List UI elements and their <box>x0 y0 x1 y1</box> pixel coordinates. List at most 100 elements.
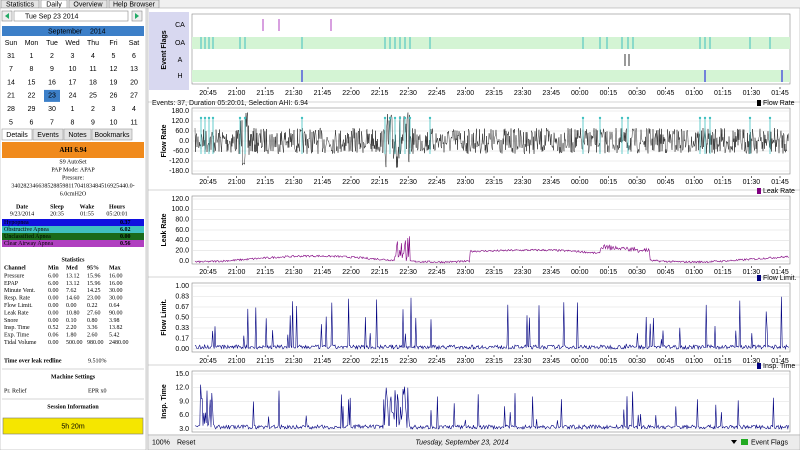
day[interactable]: 21 <box>7 93 15 100</box>
day[interactable]: 1 <box>30 53 34 60</box>
day[interactable]: 3 <box>71 53 75 60</box>
table-cell: Pressure <box>4 273 25 279</box>
day[interactable]: 6 <box>132 53 136 60</box>
day[interactable]: 30 <box>48 106 56 113</box>
event-dot <box>393 116 397 120</box>
day[interactable]: 27 <box>130 93 138 100</box>
day[interactable]: 7 <box>9 66 13 73</box>
day[interactable]: 2 <box>50 53 54 60</box>
day[interactable]: 18 <box>89 79 97 86</box>
table-cell: 16.00 <box>109 273 123 279</box>
day[interactable]: 15 <box>28 79 36 86</box>
table-cell: 15.96 <box>87 281 101 287</box>
time-label: 22:15 <box>371 179 389 186</box>
legend-swatch <box>757 363 761 369</box>
day[interactable]: 2 <box>91 106 95 113</box>
day[interactable]: 22 <box>28 93 36 100</box>
tab-label[interactable]: Statistics <box>6 1 35 8</box>
day[interactable]: 24 <box>69 93 77 100</box>
day[interactable]: 8 <box>30 66 34 73</box>
event-dot <box>403 116 407 120</box>
y-tick-label: 20.0 <box>175 248 189 255</box>
time-label: 21:45 <box>314 358 332 365</box>
day[interactable]: 11 <box>130 119 137 126</box>
table-cell: 9/23/2014 <box>10 211 34 217</box>
reset-button[interactable]: Reset <box>177 439 195 446</box>
date-box[interactable] <box>13 10 129 22</box>
graph-label: Event Flags <box>161 30 168 69</box>
tab-label[interactable]: Overview <box>73 1 103 8</box>
arrow <box>135 13 139 19</box>
detail-tab[interactable] <box>32 128 64 141</box>
table-header: Med <box>66 265 78 271</box>
day[interactable]: 1 <box>71 106 75 113</box>
day[interactable]: 29 <box>28 106 36 113</box>
event-dot <box>207 116 211 120</box>
setting-cell: EPR x0 <box>88 388 107 394</box>
day[interactable]: 11 <box>89 66 96 73</box>
day[interactable]: 14 <box>7 79 15 86</box>
table-cell: 20:35 <box>50 211 64 217</box>
day[interactable]: 12 <box>110 66 118 73</box>
legend-swatch <box>757 275 761 281</box>
table-cell: 30.00 <box>109 288 123 294</box>
day[interactable]: 4 <box>91 53 95 60</box>
day[interactable]: 31 <box>7 53 15 60</box>
day[interactable]: 9 <box>50 66 54 73</box>
tab-label[interactable]: Daily <box>46 1 62 8</box>
detail-tab-label[interactable]: Events <box>37 132 59 139</box>
time-label: 23:30 <box>514 358 532 365</box>
flag-row-label: H <box>177 73 182 80</box>
day[interactable]: 7 <box>50 119 54 126</box>
day[interactable]: 9 <box>91 119 95 126</box>
day[interactable]: 4 <box>132 106 136 113</box>
calendar-month: September <box>48 28 83 35</box>
index-name: Obstructive Apnea <box>4 227 49 233</box>
waveform <box>194 296 789 351</box>
tab-label[interactable]: Help Browser <box>113 1 156 8</box>
day[interactable]: 26 <box>110 93 118 100</box>
time-label: 23:45 <box>542 179 560 186</box>
day[interactable]: 19 <box>110 79 118 86</box>
detail-tab-label[interactable]: Bookmarks <box>94 132 130 139</box>
time-label: 23:15 <box>485 269 503 276</box>
detail-tab[interactable] <box>1 128 33 141</box>
table-header: Date <box>16 204 28 210</box>
day[interactable]: 10 <box>110 119 118 126</box>
event-dot <box>698 116 702 120</box>
date-label[interactable]: Tue Sep 23 2014 <box>25 13 79 20</box>
legend-label: Flow Rate <box>763 100 795 107</box>
time-label: 00:00 <box>571 269 589 276</box>
index-name: Clear Airway Apnea <box>4 241 53 247</box>
y-tick-label: 0.33 <box>175 325 189 332</box>
flag-band <box>192 37 790 49</box>
table-cell: 0.06 <box>48 333 59 339</box>
day[interactable]: 20 <box>130 79 138 86</box>
y-tick-label: -60.0 <box>173 148 189 155</box>
day[interactable]: 6 <box>30 119 34 126</box>
day[interactable]: 23 <box>48 93 56 100</box>
day[interactable]: 5 <box>112 53 116 60</box>
day[interactable]: 3 <box>112 106 116 113</box>
detail-tab[interactable] <box>63 128 92 141</box>
time-label: 21:30 <box>285 269 303 276</box>
day[interactable]: 13 <box>130 66 138 73</box>
table-cell: Snore <box>4 318 18 324</box>
table-cell: 5.42 <box>109 333 120 339</box>
detail-tab[interactable] <box>91 128 133 141</box>
legend-label: Leak Rate <box>763 188 795 195</box>
event-dot <box>211 116 215 120</box>
day[interactable]: 5 <box>9 119 13 126</box>
day[interactable]: 25 <box>89 93 97 100</box>
day[interactable]: 17 <box>69 79 77 86</box>
day[interactable]: 16 <box>48 79 56 86</box>
day[interactable]: 10 <box>69 66 77 73</box>
layers-button[interactable]: Event Flags <box>751 439 788 446</box>
y-tick-label: 0.50 <box>175 314 189 321</box>
day[interactable]: 28 <box>7 106 15 113</box>
detail-tab-label[interactable]: Notes <box>68 132 87 139</box>
detail-tab-label[interactable]: Details <box>6 132 28 139</box>
time-label: 01:00 <box>685 358 703 365</box>
day[interactable]: 8 <box>71 119 75 126</box>
